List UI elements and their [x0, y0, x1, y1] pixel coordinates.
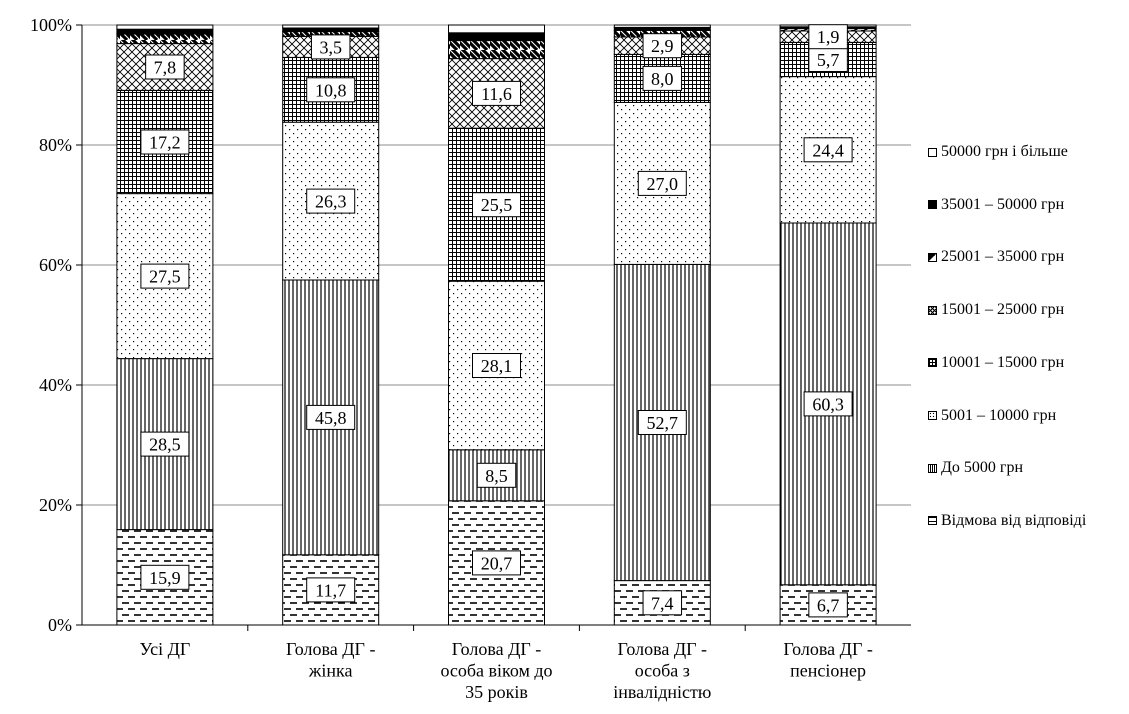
svg-text:8,0: 8,0 [651, 69, 674, 89]
data-label: 5,7 [808, 47, 848, 72]
x-tick-label: Голова ДГ -особа з інвалідністю [613, 639, 711, 702]
svg-text:15,9: 15,9 [149, 568, 181, 588]
svg-text:45,8: 45,8 [315, 408, 347, 428]
svg-text:28,1: 28,1 [481, 356, 513, 376]
data-label: 25,5 [472, 192, 521, 218]
legend-swatch [928, 411, 937, 420]
bar-segment [448, 24, 545, 34]
bar-segment [448, 32, 545, 42]
data-label: 52,7 [637, 410, 687, 435]
data-label: 3,5 [310, 34, 351, 60]
y-tick-label: 40% [39, 375, 72, 395]
legend-label: 50000 грн і більше [941, 143, 1068, 160]
svg-text:6,7: 6,7 [817, 595, 840, 615]
svg-text:7,4: 7,4 [651, 593, 674, 613]
legend-label: 15001 – 25000 грн [941, 301, 1065, 319]
bar-segment [448, 40, 545, 60]
svg-text:17,2: 17,2 [149, 133, 181, 153]
data-label: 45,8 [306, 404, 356, 430]
svg-text:2,9: 2,9 [651, 36, 674, 56]
svg-text:27,5: 27,5 [149, 267, 181, 287]
y-tick-label: 80% [39, 135, 72, 155]
data-label: 60,3 [803, 391, 853, 417]
y-tick-label: 60% [39, 255, 72, 275]
legend-label: 5001 – 10000 грн [941, 406, 1057, 424]
legend-swatch [928, 516, 937, 526]
bar-segment [613, 24, 711, 28]
legend-swatch [928, 252, 937, 262]
data-label: 7,8 [145, 54, 185, 80]
data-label: 27,0 [637, 170, 687, 196]
legend-swatch [928, 147, 937, 157]
legend-item: До 5000 грн [928, 458, 1023, 478]
data-label: 27,5 [140, 263, 190, 289]
svg-text:10,8: 10,8 [315, 80, 347, 100]
x-tick-label: Голова ДГ -особа віком до 35 років [440, 639, 552, 702]
legend-label: 25001 – 35000 грн [941, 248, 1065, 266]
data-label: 11,6 [472, 80, 521, 106]
y-tick-label: 0% [48, 615, 72, 635]
data-label: 28,1 [472, 353, 521, 378]
y-tick-label: 100% [30, 15, 72, 35]
svg-text:20,7: 20,7 [481, 553, 513, 573]
legend-item: 35001 – 50000 грн [928, 195, 1064, 215]
data-label: 11,7 [306, 577, 356, 603]
svg-text:5,7: 5,7 [817, 50, 840, 70]
legend-swatch [928, 200, 937, 210]
svg-text:11,6: 11,6 [481, 84, 512, 104]
legend-label: 35001 – 50000 грн [941, 195, 1065, 213]
svg-text:24,4: 24,4 [812, 140, 844, 160]
legend-item: 50000 грн і більше [928, 142, 1068, 162]
svg-text:25,5: 25,5 [481, 195, 513, 215]
legend-swatch [928, 305, 937, 315]
svg-text:3,5: 3,5 [319, 37, 342, 57]
legend-label: Відмова від відповіді [941, 511, 1087, 529]
bar-segment [116, 28, 214, 35]
data-label: 24,4 [803, 137, 853, 163]
svg-text:52,7: 52,7 [647, 413, 679, 433]
legend-item: 5001 – 10000 грн [928, 406, 1056, 426]
svg-text:11,7: 11,7 [315, 580, 346, 600]
bar-segment [282, 27, 380, 33]
legend-item: 25001 – 35000 грн [928, 247, 1064, 267]
data-label: 28,5 [140, 431, 190, 457]
data-label: 20,7 [472, 550, 521, 576]
svg-text:60,3: 60,3 [812, 394, 844, 414]
legend-item: 15001 – 25000 грн [928, 300, 1064, 320]
data-label: 6,7 [808, 592, 848, 618]
data-label: 15,9 [140, 564, 190, 590]
legend-item: Відмова від відповіді [928, 511, 1086, 531]
x-tick-label: Усі ДГ [140, 639, 191, 659]
svg-text:8,5: 8,5 [485, 466, 508, 486]
y-tick-label: 20% [39, 495, 72, 515]
legend-label: До 5000 грн [941, 459, 1024, 477]
data-label: 7,4 [642, 590, 683, 616]
svg-text:1,9: 1,9 [817, 27, 840, 47]
data-label: 10,8 [306, 77, 356, 103]
bar-segment [116, 24, 214, 30]
svg-text:28,5: 28,5 [149, 435, 181, 455]
data-label: 1,9 [808, 24, 848, 50]
data-label: 2,9 [642, 33, 683, 59]
svg-text:7,8: 7,8 [154, 58, 177, 78]
bar-segment [116, 33, 214, 45]
svg-text:26,3: 26,3 [315, 192, 347, 212]
data-label: 17,2 [140, 129, 190, 155]
x-tick-label: Голова ДГ -пенсіонер [783, 639, 873, 681]
svg-text:27,0: 27,0 [647, 174, 679, 194]
bar-segment [282, 56, 380, 123]
x-tick-label: Голова ДГ -жінка [286, 639, 376, 681]
data-label: 8,0 [642, 65, 683, 91]
bar-segment [282, 24, 380, 29]
legend-item: 10001 – 15000 грн [928, 353, 1064, 373]
legend-swatch [928, 358, 937, 368]
legend-label: 10001 – 15000 грн [941, 353, 1065, 371]
data-label: 8,5 [476, 462, 517, 488]
data-label: 26,3 [306, 188, 356, 214]
legend-swatch [928, 463, 937, 473]
